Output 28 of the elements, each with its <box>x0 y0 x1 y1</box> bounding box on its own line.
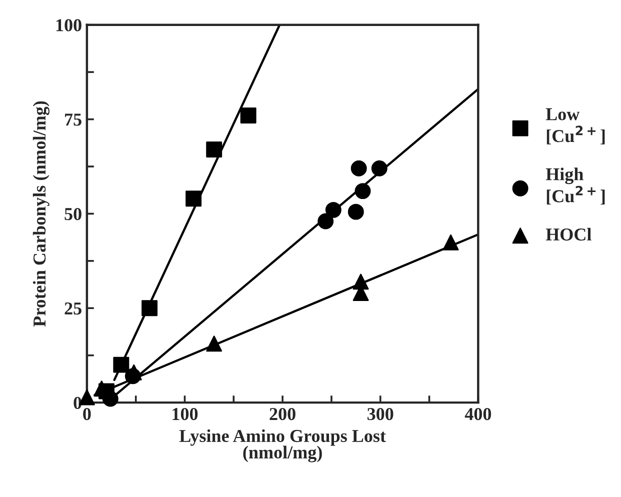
point <box>348 204 364 220</box>
y-axis-title: Protein Carbonyls (nmol/mg) <box>32 101 50 327</box>
legend-label: High [Cu$^{2+}$] <box>546 168 605 205</box>
point <box>186 190 202 207</box>
legend-label: HOCl <box>546 228 592 241</box>
y-tick-label: 25 <box>64 302 82 315</box>
point <box>325 202 342 218</box>
point <box>318 213 334 230</box>
x-tick-label: 300 <box>368 408 394 420</box>
y-tick-label: 75 <box>65 114 82 126</box>
point <box>350 160 367 176</box>
legend-label: Low [Cu$^{2+}$] <box>546 108 605 144</box>
point <box>206 142 222 158</box>
point <box>206 336 222 352</box>
point <box>126 364 142 380</box>
x-tick-label: 400 <box>464 408 492 420</box>
point <box>371 160 388 176</box>
y-tick-label: 50 <box>64 208 82 220</box>
y-tick-label: 100 <box>56 19 82 32</box>
point <box>240 108 256 124</box>
x-tick-label: 0 <box>83 408 91 420</box>
point <box>113 356 130 373</box>
x-tick-label: 100 <box>172 408 198 420</box>
point <box>142 300 158 316</box>
x-axis-title: Lysine Amino Groups Lost (nmol/mg) <box>179 429 386 462</box>
point <box>354 183 371 200</box>
point <box>442 234 459 250</box>
x-tick-label: 200 <box>270 408 296 420</box>
